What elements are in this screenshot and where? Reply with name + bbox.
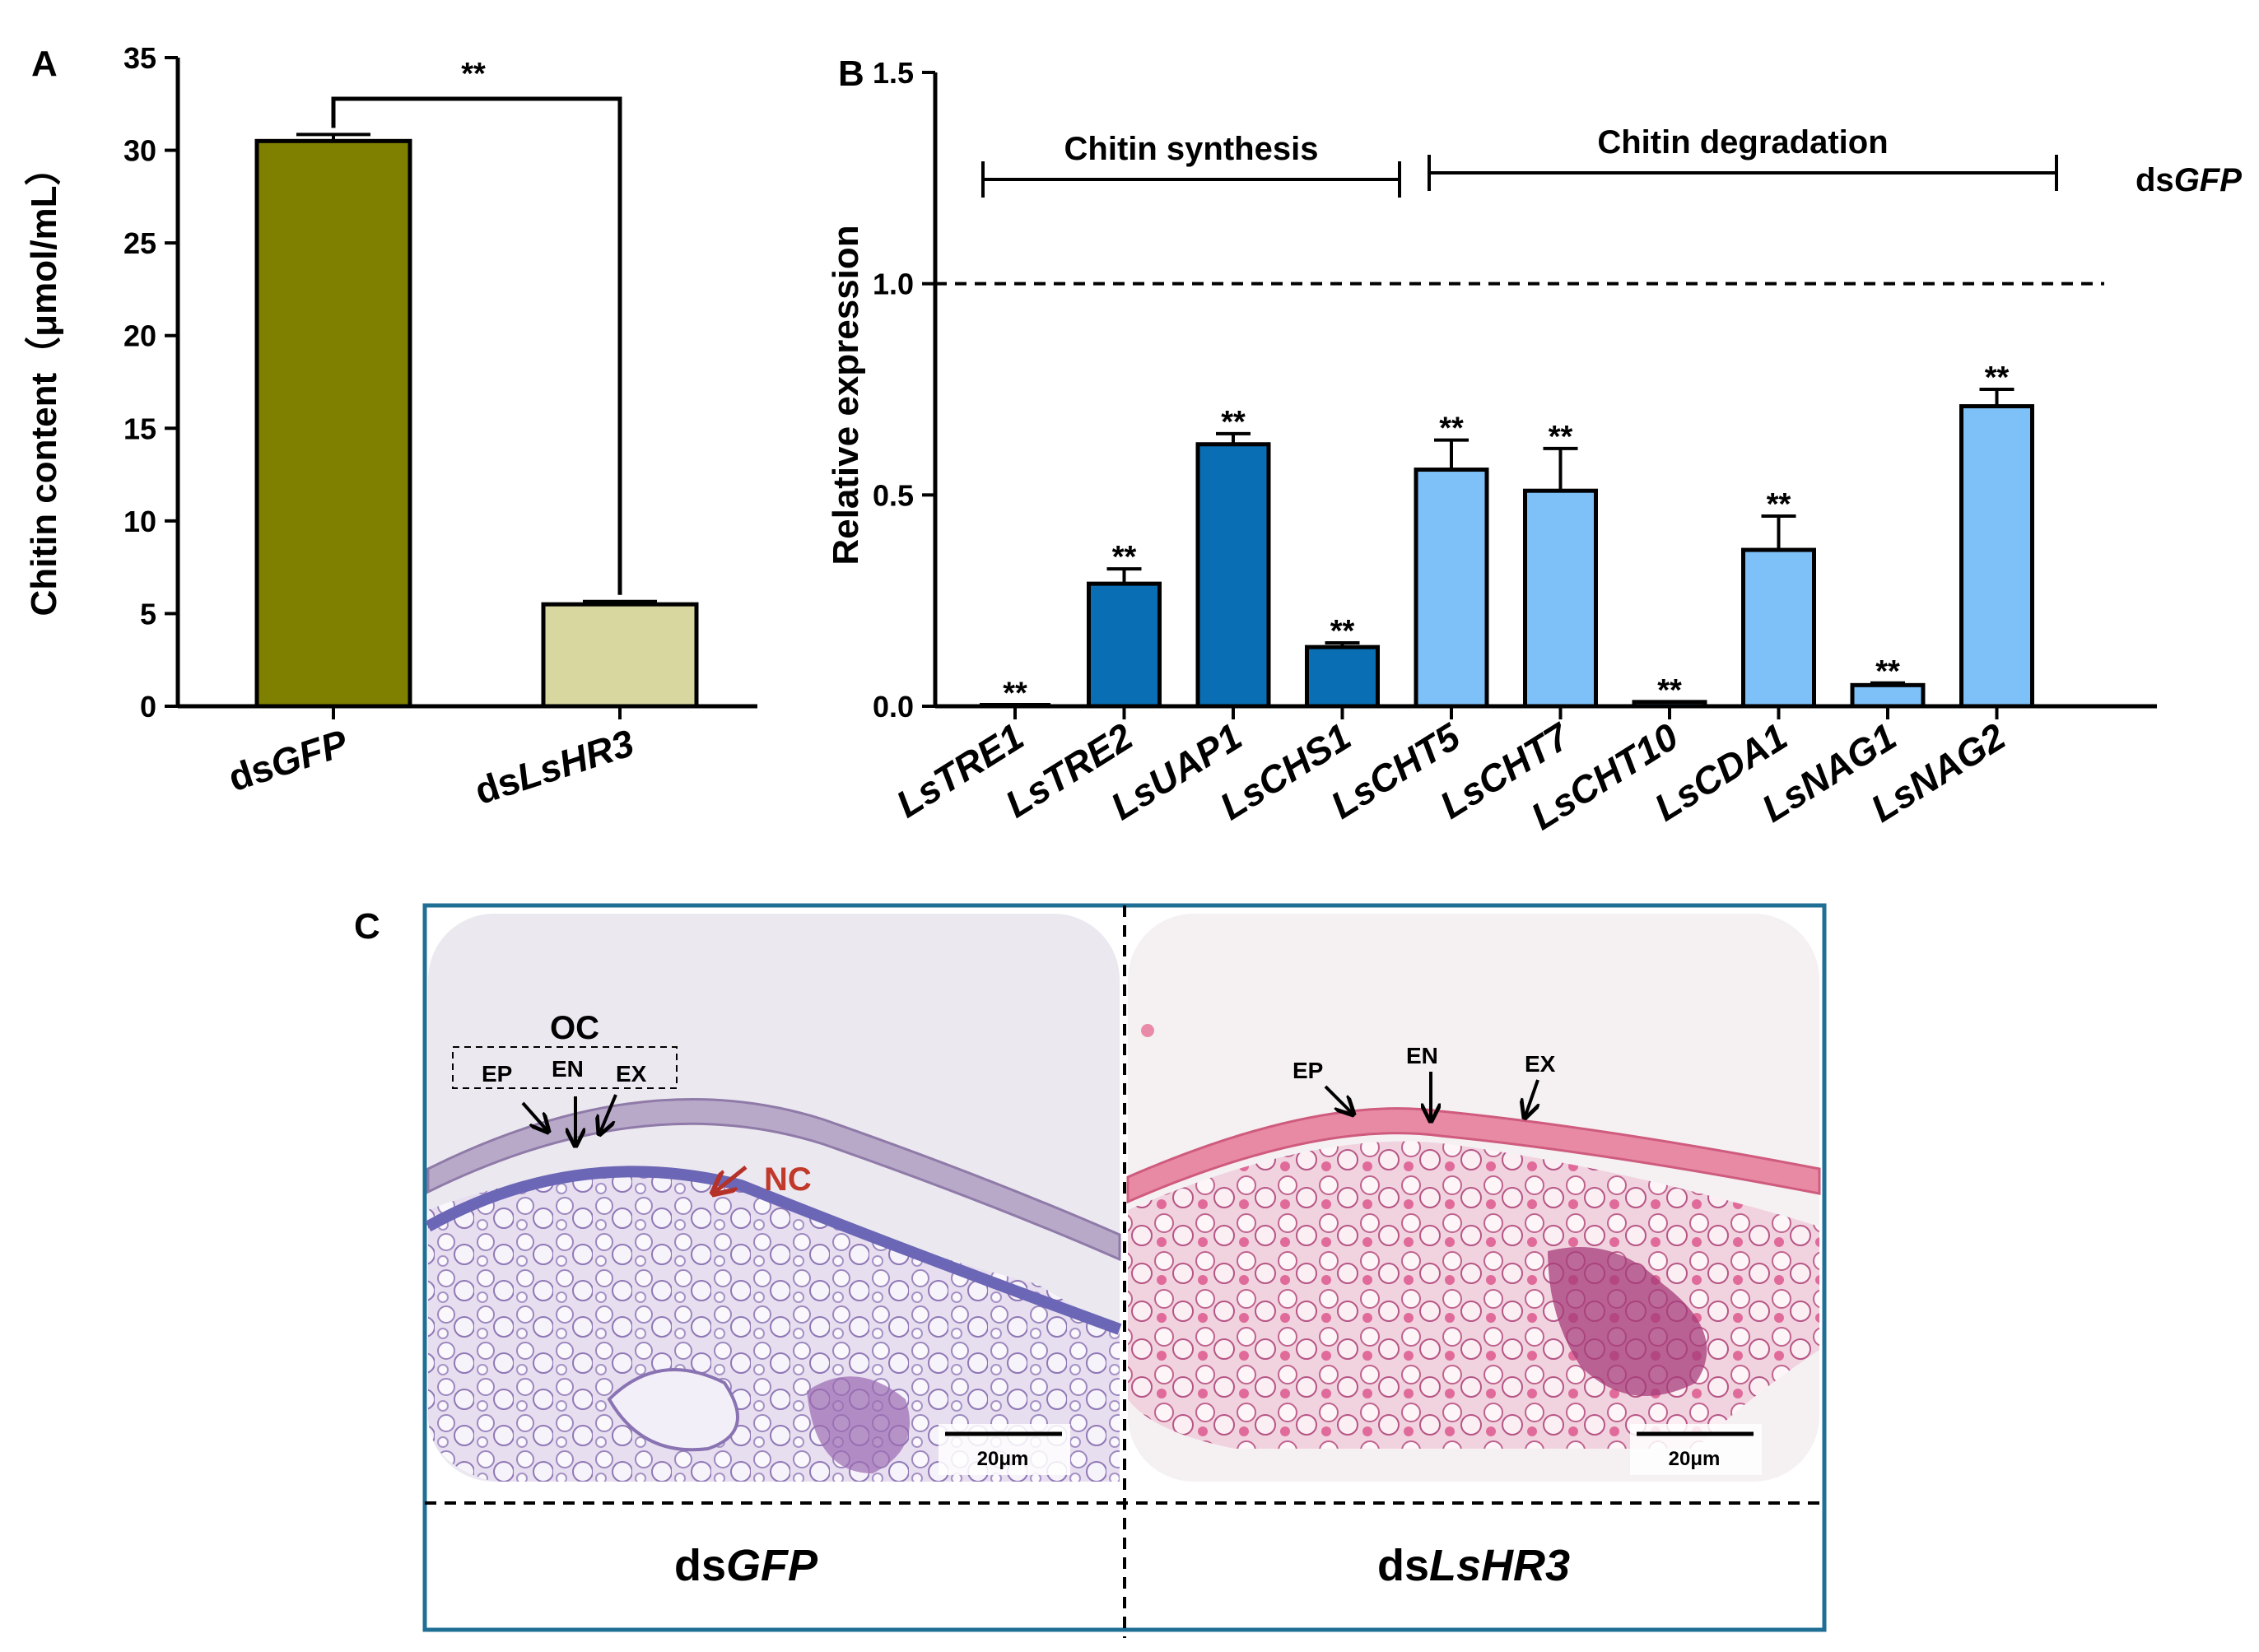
micrograph-dslshr3: EP EN EX 20μm [1126,914,1821,1482]
panel-c-letter: C [354,906,380,947]
panel-b-reference-label: dsGFP [2136,162,2242,198]
panel-a-y-axis-title: Chitin content（μmol/mL） [24,149,64,616]
debris-spot [1141,1024,1154,1037]
caption-dsgfp: dsGFP [674,1541,818,1590]
caption-dslshr3-gene: LsHR3 [1429,1541,1570,1590]
micrograph-dsgfp-dark-tissue [807,1376,910,1473]
scale-bar-left-label: 20μm [977,1448,1029,1470]
panel-b-significance-label: ** [1657,673,1682,708]
oc-dashed-box [452,1046,678,1089]
panel-a-x-label-gene: LsHR3 [511,721,639,799]
caption-dslshr3-prefix: ds [1377,1541,1429,1590]
panel-c-micrographs: C OC EP EN EX NC 20μm [354,903,1827,1638]
ex-label-left: EX [616,1061,647,1087]
panel-b-significance-label: ** [1875,654,1900,689]
panel-b-significance-label: ** [1003,676,1027,710]
caption-dsgfp-prefix: ds [674,1541,726,1590]
panel-a-x-tick-label: dsLsHR3 [469,721,639,812]
panel-a-y-tick-label: 25 [123,226,156,260]
micrograph-dslshr3-cuticle [1126,1107,1821,1204]
panel-a-y-tick-label: 10 [123,505,156,538]
panel-b-y-tick-label: 1.0 [873,268,914,301]
micrograph-dsgfp: OC EP EN EX NC 20μm [425,914,1122,1482]
panel-b-significance-label: ** [1439,412,1464,446]
panel-b-reference-gene: GFP [2174,162,2243,198]
en-label-right: EN [1406,1043,1438,1068]
panel-b-significance-label: ** [1549,420,1573,454]
panel-a-y-tick-label: 5 [140,597,156,631]
panel-b-bar [1741,547,1816,709]
panel-a-letter: A [31,44,58,84]
panel-b-reference-prefix: ds [2136,162,2174,198]
en-label-left: EN [552,1056,584,1082]
panel-a-y-tick-label: 15 [123,412,156,445]
panel-b-x-labels: LsTRE1LsTRE2LsUAP1LsCHS1LsCHT5LsCHT7LsCH… [889,714,2014,838]
panel-b-significance-label: ** [1221,405,1246,440]
panel-b-significance-label: ** [1112,540,1137,575]
panel-b-bar [1195,442,1271,709]
panel-b-y-tick-label: 1.5 [873,56,914,90]
micrograph-dsgfp-cavity [607,1368,739,1452]
panel-a-bars: ** [254,57,699,719]
panel-a-significance-bracket [331,96,622,595]
panel-b-bar [1087,581,1162,709]
panel-b-significance-label: ** [1330,614,1355,649]
ex-label-right: EX [1525,1051,1556,1077]
ex-arrow-right [1525,1079,1538,1118]
ep-arrow-left [521,1101,548,1132]
micrograph-dslshr3-dark-tissue [1548,1247,1707,1396]
micrograph-dsgfp-tissue [428,1173,1120,1482]
ep-label-right: EP [1293,1058,1323,1083]
panel-a-y-tick-label: 30 [123,134,156,168]
panel-b-bars: ** ** ** ** ** ** ** ** ** ** [980,361,2034,719]
ep-arrow-right [1324,1085,1353,1115]
panel-b-letter: B [838,54,864,94]
panel-a-y-tick-label: 20 [123,319,156,353]
group-label: Chitin degradation [1597,124,1888,161]
panel-b-group-brackets: Chitin synthesis Chitin degradation [981,124,2058,198]
panel-a-chart: A Chitin content（μmol/mL） 0 5 10 15 20 25 30 35… [24,41,757,812]
micrograph-dsgfp-new-cuticle [425,1166,1122,1335]
panel-a-bar [541,602,699,709]
panel-a-y-tick-label: 0 [140,690,156,724]
group-label: Chitin synthesis [1064,131,1319,167]
panel-b-y-axis-title: Relative expression [826,225,866,565]
panel-b-chart: B Relative expression 0.00.51.01.5dsGFP … [826,54,2242,838]
caption-dsgfp-gene: GFP [726,1541,818,1590]
panel-a-significance-label: ** [461,57,486,91]
panel-a-bar [254,138,412,709]
caption-dslshr3: dsLsHR3 [1377,1541,1570,1590]
panel-b-significance-label: ** [1985,361,2010,395]
panel-b-significance-label: ** [1767,487,1791,522]
panel-a-x-tick-label: dsGFP [223,721,352,799]
panel-a-x-label-gene: GFP [265,721,352,786]
ep-label-left: EP [482,1061,512,1087]
panel-b-bar [1523,488,1598,709]
panel-a-y-tick-label: 35 [123,41,156,75]
oc-label: OC [550,1010,599,1046]
micrograph-dsgfp-old-cuticle [426,1098,1121,1262]
panel-b-y-tick-label: 0.0 [873,690,914,724]
scale-bar-right-label: 20μm [1669,1448,1721,1470]
nc-label: NC [764,1161,812,1198]
panel-b-bar [1305,645,1380,709]
panel-b-y-tick-label: 0.5 [873,478,914,512]
ex-arrow-left [599,1094,617,1134]
panel-a-x-labels: dsGFP dsLsHR3 [223,721,639,812]
panel-b-bar [1414,468,1489,709]
panel-b-bar [1959,404,2034,709]
nc-arrow [713,1166,748,1194]
